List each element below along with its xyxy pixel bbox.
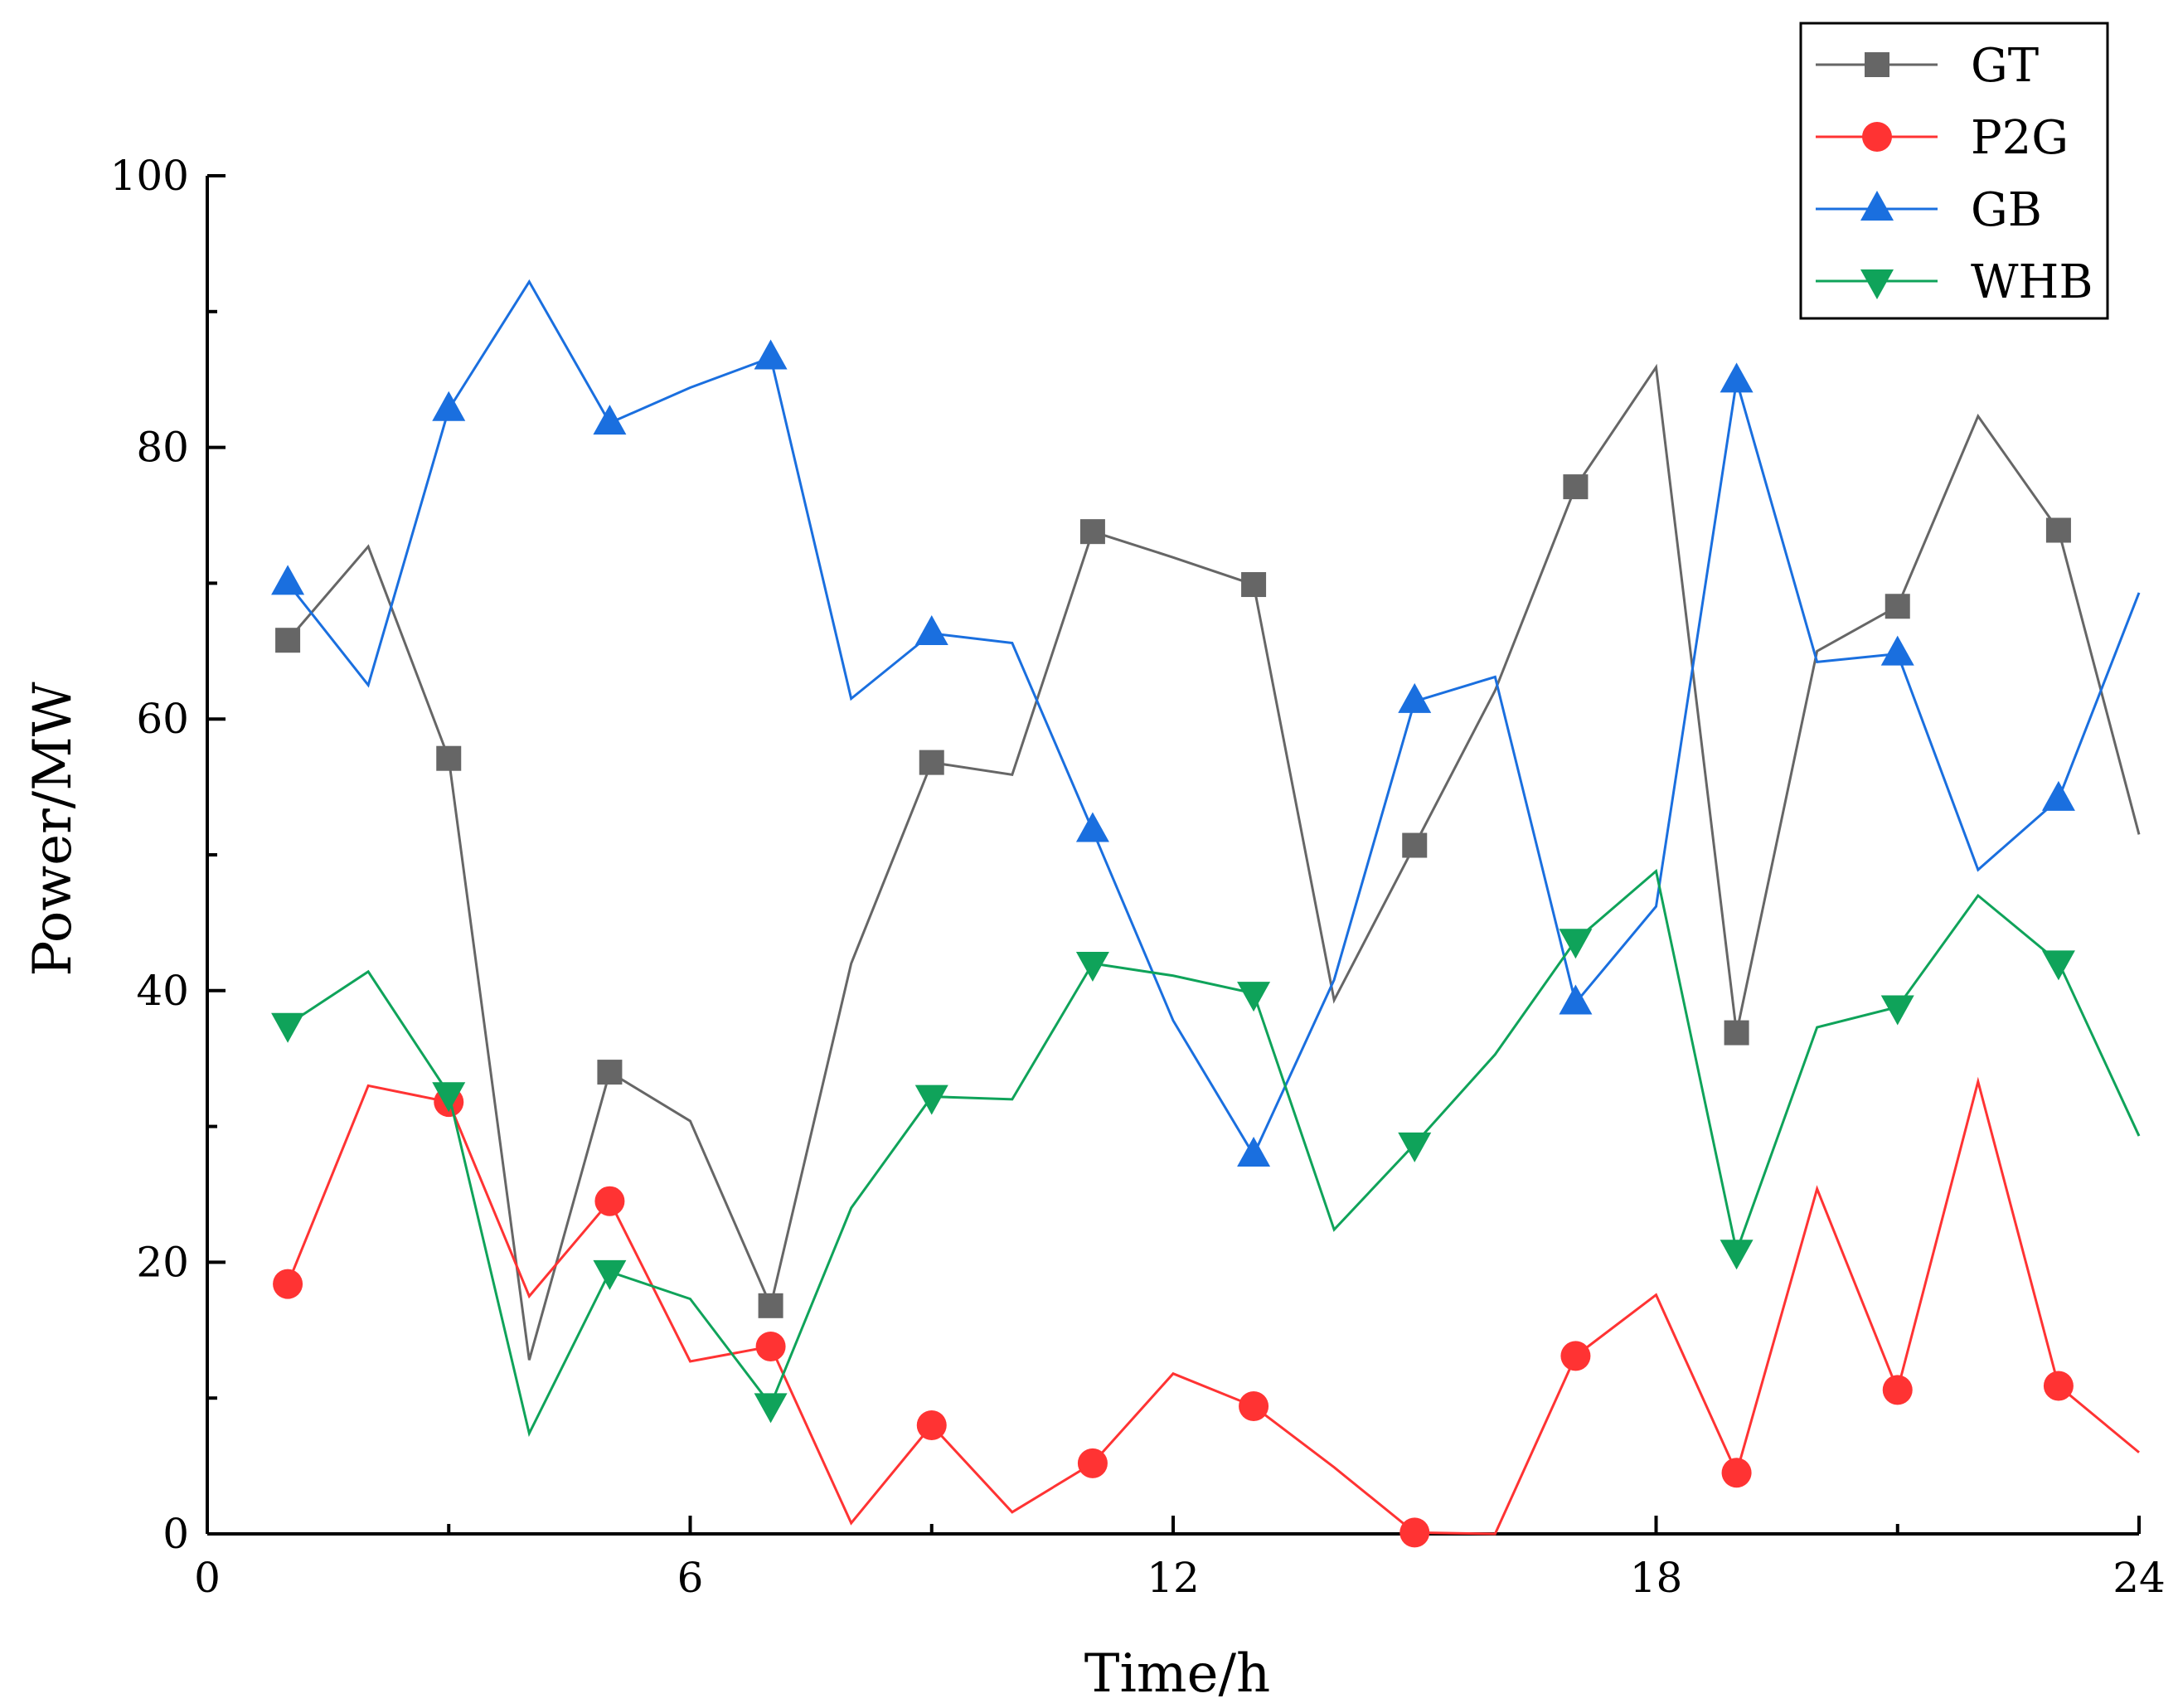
- point-gb: [914, 615, 948, 646]
- point-gb: [432, 391, 466, 421]
- point-gt: [2045, 517, 2071, 543]
- legend-marker-whb: [1860, 269, 1894, 299]
- point-whb: [1398, 1132, 1432, 1162]
- legend-label-p2g: P2G: [1971, 111, 2069, 165]
- point-p2g: [916, 1410, 947, 1440]
- point-p2g: [1882, 1375, 1913, 1405]
- point-whb: [1720, 1240, 1754, 1270]
- legend-label-whb: WHB: [1971, 255, 2093, 309]
- series-gt: [275, 363, 2141, 1361]
- point-gb: [1075, 812, 1109, 842]
- point-whb: [271, 1012, 305, 1043]
- y-axis-title: Power/MW: [22, 682, 84, 976]
- point-gt: [919, 750, 944, 775]
- y-tick-label: 80: [136, 424, 189, 472]
- point-gt: [436, 745, 462, 771]
- series-layer: [271, 279, 2141, 1548]
- x-tick-label: 18: [1630, 1554, 1683, 1602]
- legend-label-gb: GB: [1971, 183, 2042, 237]
- series-whb: [271, 868, 2141, 1438]
- series-gb: [271, 279, 2141, 1167]
- point-whb: [754, 1393, 788, 1424]
- point-gb: [754, 339, 788, 370]
- point-whb: [2041, 950, 2075, 981]
- point-whb: [914, 1084, 948, 1115]
- y-tick-label: 20: [136, 1238, 189, 1286]
- point-p2g: [1721, 1458, 1752, 1488]
- point-gt: [1241, 572, 1267, 598]
- point-gb: [271, 565, 305, 595]
- legend-label-gt: GT: [1971, 39, 2039, 93]
- series-line-gt: [286, 363, 2141, 1361]
- point-gt: [597, 1060, 623, 1085]
- series-line-whb: [287, 868, 2141, 1438]
- point-gt: [1402, 832, 1428, 858]
- point-whb: [1559, 929, 1593, 959]
- point-p2g: [594, 1186, 625, 1216]
- point-gb: [593, 405, 627, 435]
- point-p2g: [755, 1331, 786, 1361]
- x-tick-label: 0: [194, 1554, 221, 1602]
- point-p2g: [1399, 1517, 1430, 1548]
- point-whb: [1880, 995, 1914, 1026]
- point-gt: [1885, 594, 1910, 619]
- x-tick-label: 6: [677, 1554, 704, 1602]
- series-line-gb: [286, 279, 2141, 1158]
- point-p2g: [2043, 1371, 2074, 1401]
- legend-marker-gb: [1860, 191, 1894, 221]
- y-tick-label: 0: [163, 1510, 189, 1558]
- point-gb: [2041, 780, 2075, 811]
- legend-box: [1799, 22, 2109, 320]
- point-whb: [593, 1259, 627, 1290]
- point-gb: [1237, 1136, 1271, 1167]
- legend-marker-gt: [1865, 52, 1889, 77]
- legend: GT P2G GB WHB: [1799, 22, 2109, 320]
- axes: 0 20 40 60 80 100 0 6 12 18 24: [110, 152, 2166, 1602]
- point-gt: [1724, 1020, 1749, 1046]
- point-whb: [1237, 982, 1271, 1012]
- y-tick-label: 60: [136, 695, 189, 743]
- point-whb: [1075, 952, 1109, 983]
- point-gt: [1079, 519, 1105, 545]
- y-tick-label: 100: [110, 152, 189, 200]
- point-whb: [432, 1082, 466, 1113]
- point-gt: [1563, 474, 1589, 500]
- point-p2g: [1239, 1391, 1269, 1422]
- series-line-p2g: [286, 1076, 2140, 1536]
- x-tick-label: 24: [2113, 1554, 2166, 1602]
- point-p2g: [1560, 1341, 1591, 1371]
- point-p2g: [1077, 1448, 1108, 1478]
- x-axis-title: Time/h: [1084, 1643, 1271, 1705]
- point-gb: [1880, 635, 1914, 666]
- y-tick-label: 40: [136, 967, 189, 1015]
- point-gb: [1398, 682, 1432, 713]
- x-tick-label: 12: [1147, 1554, 1200, 1602]
- series-p2g: [273, 1076, 2140, 1548]
- point-gb: [1720, 362, 1754, 393]
- legend-marker-p2g: [1862, 122, 1892, 152]
- point-gb: [1559, 984, 1593, 1015]
- point-gt: [275, 628, 301, 653]
- point-p2g: [273, 1269, 303, 1299]
- point-gt: [758, 1293, 783, 1318]
